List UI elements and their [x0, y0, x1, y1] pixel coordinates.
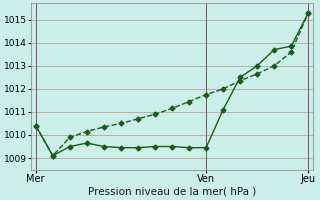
X-axis label: Pression niveau de la mer( hPa ): Pression niveau de la mer( hPa ): [88, 187, 256, 197]
